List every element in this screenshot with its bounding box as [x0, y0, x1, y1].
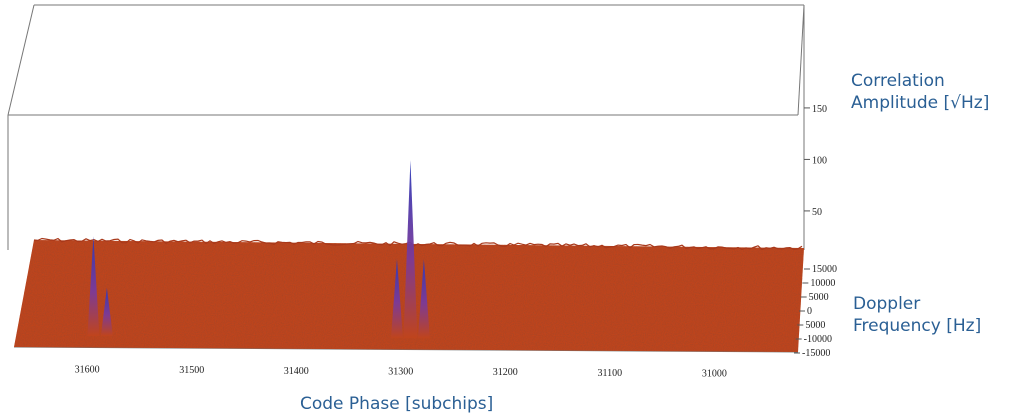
correlation-peak-5 [417, 259, 430, 339]
code-phase-tick-label: 31300 [388, 366, 413, 377]
amplitude-tick-label: 150 [812, 104, 827, 115]
code-phase-tick-label: 31200 [493, 367, 518, 378]
doppler-axis-label: Doppler Frequency [Hz] [853, 293, 981, 337]
amplitude-axis-label: Correlation Amplitude [√Hz] [851, 70, 989, 114]
amplitude-tick-label: 50 [812, 207, 822, 218]
code-phase-tick-labels: 31600 31500 31400 31300 31200 31100 31000 [75, 364, 727, 379]
doppler-tick-label: -15000 [802, 348, 830, 359]
correlation-peak-2 [100, 287, 113, 337]
doppler-tick-labels: 15000 10000 5000 0 5000 -10000 -15000 [794, 264, 837, 359]
doppler-axis-label-line-1: Doppler [853, 294, 921, 314]
correlation-peaks [87, 160, 430, 339]
amplitude-tick-labels: 150 100 50 [804, 104, 827, 218]
code-phase-tick-label: 31000 [702, 368, 727, 379]
correlation-peak-4 [390, 259, 403, 339]
code-phase-axis-label: Code Phase [subchips] [300, 394, 494, 414]
correlation-peak-3 [403, 160, 418, 339]
correlation-peak-1 [87, 236, 100, 336]
doppler-tick-label: 15000 [812, 264, 837, 275]
amplitude-tick-label: 100 [812, 155, 827, 166]
doppler-tick-label: -10000 [804, 334, 832, 345]
doppler-tick-label: 5000 [809, 292, 829, 303]
amplitude-axis-label-line-1: Correlation [851, 71, 945, 91]
code-phase-tick-label: 31100 [598, 368, 623, 379]
code-phase-tick-label: 31400 [284, 366, 309, 377]
code-phase-tick-label: 31500 [179, 365, 204, 376]
doppler-axis-label-line-2: Frequency [Hz] [853, 316, 982, 336]
doppler-tick-label: 10000 [810, 278, 835, 289]
doppler-tick-label: 5000 [805, 320, 825, 331]
amplitude-axis-label-line-2: Amplitude [√Hz] [851, 93, 990, 113]
doppler-tick-label: 0 [807, 306, 812, 317]
code-phase-tick-label: 31600 [75, 364, 100, 375]
